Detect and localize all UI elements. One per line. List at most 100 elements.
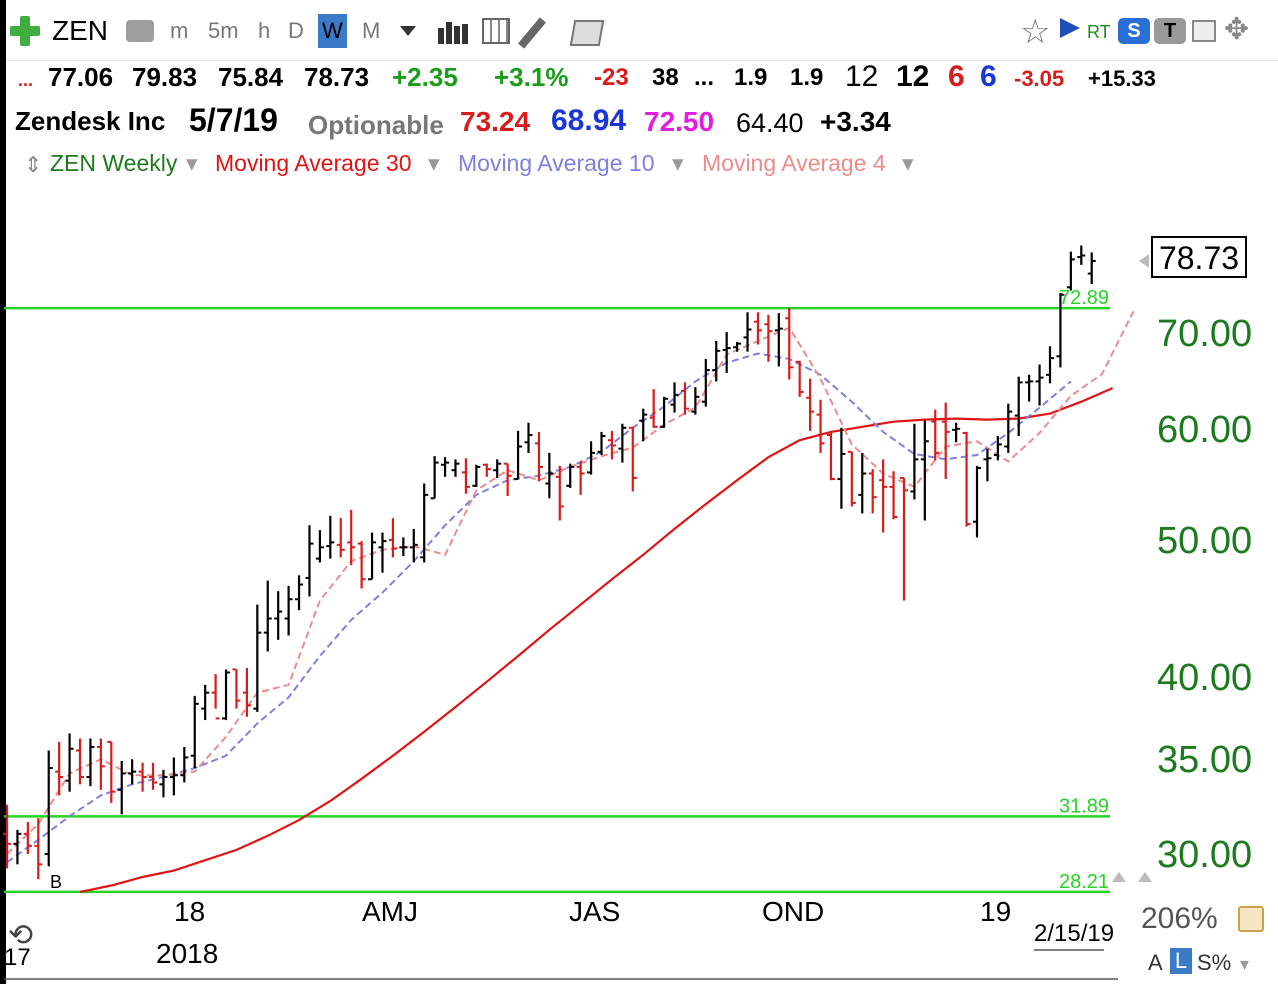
ohlc-bar [941,402,950,480]
ohlc-bar [138,762,147,792]
interval-h[interactable]: h [258,18,271,43]
last-date-label: 2/15/19 [1034,920,1115,947]
interval-m[interactable]: m [170,18,189,43]
ohlc-bar [107,740,116,803]
toolbar: ZEN m 5m h D W M ☆ RT S T ✥ [0,0,1278,61]
ohlc-bar [534,431,543,482]
ohlc-bar [1046,346,1054,384]
legend-ma30-dropdown-icon[interactable]: ▾ [428,150,440,176]
flag-icon[interactable] [1060,18,1080,38]
ohlc-bar [576,461,585,495]
ohlc-bar [670,382,679,413]
scale-dropdown-icon[interactable]: ▾ [1240,954,1250,974]
refresh-icon[interactable]: ⟲ [8,919,34,952]
ohlc-bar [503,462,512,496]
legend-ma10[interactable]: Moving Average 10 [458,150,655,176]
ohlc-bar [482,463,491,477]
ohlc-bar [607,430,616,460]
zoom-percent[interactable]: 206% [1141,902,1218,935]
ohlc-bar [430,456,439,500]
ohlc-bar [879,459,888,533]
ma10-value: 68.94 [551,104,627,137]
move-icon[interactable]: ✥ [1224,13,1250,46]
ohlc-bar [493,459,502,478]
add-icon[interactable] [10,16,40,46]
resize-arrows-icon[interactable]: ⇕ [24,152,43,177]
ohlc-bar [774,313,783,367]
ohlc-bar [972,465,981,538]
interval-dropdown-icon[interactable] [400,26,416,36]
interval-d[interactable]: D [288,18,304,43]
interval-w[interactable]: W [318,14,347,48]
scale-percent-button[interactable]: S% [1197,950,1232,975]
scroll-up-arrow-icon[interactable] [1112,872,1126,882]
ohlc-bar [399,537,408,557]
table-icon[interactable] [482,18,510,44]
ohlc-bar [587,441,596,475]
ohlc-bar [461,458,470,494]
ohlc-bar [295,575,304,611]
last-price-box: 78.73 [1151,236,1247,278]
interval-month[interactable]: M [362,18,381,43]
symbol-field[interactable]: ZEN [52,15,108,46]
ruler-icon[interactable] [1238,906,1264,932]
ohlc-bar [1056,293,1065,368]
quote-close: 78.73 [304,62,370,92]
ohlc-bar [660,396,669,428]
quote-val12: +3.34 [820,106,891,137]
legend-ma4[interactable]: Moving Average 4 [702,150,886,176]
ohlc-bar [3,804,11,869]
quote-val4: 1.9 [790,64,824,91]
quote-low: 75.84 [218,62,284,92]
y-tick-40: 40.00 [1157,657,1253,699]
quote-val5: 12 [845,60,879,93]
ohlc-bar [44,750,53,867]
ohlc-bar [868,469,877,514]
ohlc-bar [733,341,742,352]
quote-change: +2.35 [392,62,458,92]
streaming-icon[interactable]: S [1118,18,1150,44]
ohlc-bar [472,464,481,487]
quote-change-pct: +3.1% [494,62,569,92]
ohlc-bar [889,471,898,520]
scale-log-button[interactable]: L [1170,948,1192,974]
ohlc-bar [701,359,710,407]
x-label-year: 2018 [156,938,219,969]
legend-ma4-dropdown-icon[interactable]: ▾ [902,150,914,176]
bar-chart-icon[interactable] [438,20,468,44]
realtime-label[interactable]: RT [1087,22,1111,42]
interval-5m[interactable]: 5m [208,18,239,43]
ohlc-bar [34,818,43,880]
text-tool-icon[interactable]: T [1154,18,1186,44]
scroll-up-arrow-icon-2[interactable] [1138,872,1152,882]
legend-ma30[interactable]: Moving Average 30 [215,150,412,176]
ohlc-bar [368,532,377,581]
scale-arith-button[interactable]: A [1148,950,1163,975]
legend-main-dropdown-icon[interactable]: ▾ [186,150,198,176]
legend-main[interactable]: ZEN Weekly [50,150,178,176]
ohlc-bar [315,530,324,563]
ohlc-bar [201,684,210,721]
ohlc-bar [65,733,74,792]
ohlc-bar [357,541,366,589]
quote-val3: 1.9 [734,64,768,91]
ohlc-bar [232,668,241,709]
ohlc-bar [441,457,450,477]
ohlc-bar [899,476,908,601]
legend-ma10-dropdown-icon[interactable]: ▾ [672,150,684,176]
star-icon[interactable]: ☆ [1020,13,1051,51]
compare-icon[interactable] [126,20,154,42]
y-tick-30: 30.00 [1157,834,1253,876]
last-price-pointer-icon [1139,254,1149,268]
ohlc-bar [409,528,418,563]
save-icon[interactable] [1192,20,1216,42]
quote-ellipsis: ... [18,70,34,90]
ohlc-bar [858,452,867,514]
ohlc-bar [680,382,689,415]
ohlc-bar [743,312,752,352]
ohlc-bar [451,459,460,477]
x-label-jas: JAS [569,896,621,927]
ohlc-bar [76,738,85,785]
quote-high: 79.83 [132,62,198,92]
